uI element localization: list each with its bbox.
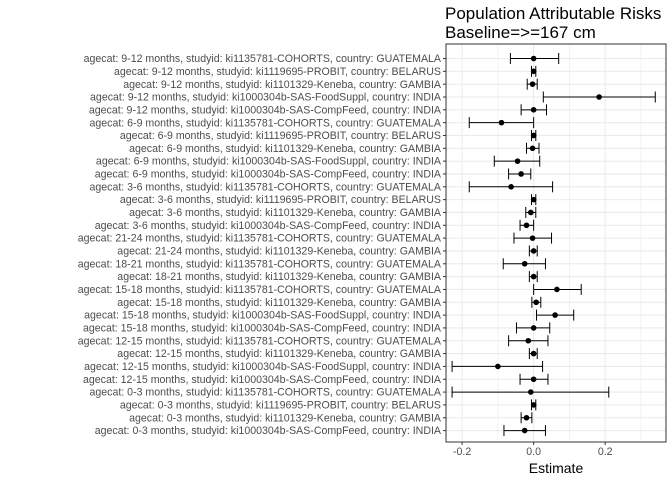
category-label: agecat: 9-12 months, studyid: ki1135781-… — [84, 53, 442, 65]
estimate-point — [523, 414, 530, 421]
panel-border — [445, 43, 667, 443]
grid-layer — [446, 44, 666, 442]
estimate-point — [530, 68, 537, 75]
estimate-point — [508, 184, 514, 190]
estimate-point — [521, 260, 528, 267]
estimate-point — [529, 235, 536, 241]
category-label: agecat: 18-21 months, studyid: ki1135781… — [78, 258, 442, 270]
x-tick-label: 0.0 — [526, 446, 541, 458]
x-tick-label: 0.2 — [598, 446, 613, 458]
category-label: agecat: 3-6 months, studyid: ki1135781-C… — [89, 181, 441, 193]
category-label: agecat: 6-9 months, studyid: ki1119695-P… — [120, 130, 441, 142]
category-label: agecat: 0-3 months, studyid: ki1135781-C… — [89, 387, 441, 399]
category-label: agecat: 12-15 months, studyid: ki1000304… — [83, 374, 442, 386]
category-label: agecat: 15-18 months, studyid: ki1000304… — [84, 310, 442, 322]
category-label: agecat: 9-12 months, studyid: ki1101329-… — [123, 79, 442, 91]
estimate-point — [518, 171, 524, 177]
estimate-point — [498, 119, 505, 126]
category-label: agecat: 9-12 months, studyid: ki1119695-… — [114, 66, 441, 78]
estimate-point — [530, 107, 537, 113]
category-labels: agecat: 9-12 months, studyid: ki1135781-… — [78, 53, 442, 437]
estimate-point — [514, 158, 521, 164]
category-label: agecat: 6-9 months, studyid: ki1101329-K… — [129, 143, 442, 155]
category-label: agecat: 0-3 months, studyid: ki1101329-K… — [129, 412, 442, 424]
estimate-point — [552, 312, 558, 318]
estimate-point — [530, 350, 537, 357]
estimate-point — [529, 145, 536, 152]
estimate-point — [530, 273, 537, 280]
estimate-marks — [451, 53, 656, 437]
estimate-point — [530, 248, 537, 254]
category-label: agecat: 12-15 months, studyid: ki1000304… — [84, 361, 442, 373]
estimate-point — [530, 55, 537, 62]
category-label: agecat: 21-24 months, studyid: ki1101329… — [117, 246, 442, 258]
x-axis: -0.2 0.0 0.2 — [443, 58, 613, 458]
estimate-point — [521, 427, 528, 434]
estimate-point — [529, 81, 536, 87]
category-label: agecat: 18-21 months, studyid: ki1101329… — [117, 271, 442, 283]
category-label: agecat: 9-12 months, studyid: ki1000304b… — [89, 104, 442, 116]
estimate-point — [530, 376, 537, 383]
category-label: agecat: 0-3 months, studyid: ki1000304b-… — [95, 425, 442, 437]
category-label: agecat: 6-9 months, studyid: ki1000304b-… — [96, 156, 442, 168]
estimate-point — [530, 402, 537, 408]
category-label: agecat: 3-6 months, studyid: ki1000304b-… — [95, 220, 442, 232]
estimate-point — [527, 389, 534, 395]
x-axis-title: Estimate — [529, 460, 584, 476]
category-label: agecat: 3-6 months, studyid: ki1119695-P… — [120, 194, 441, 206]
category-label: agecat: 15-18 months, studyid: ki1135781… — [78, 284, 442, 296]
category-label: agecat: 6-9 months, studyid: ki1135781-C… — [89, 117, 441, 129]
estimate-point — [530, 196, 537, 203]
category-label: agecat: 12-15 months, studyid: ki1101329… — [117, 348, 442, 360]
estimate-point — [596, 94, 602, 100]
estimate-point — [533, 299, 539, 306]
category-label: agecat: 21-24 months, studyid: ki1135781… — [78, 233, 442, 245]
estimate-point — [554, 286, 560, 293]
chart-title: Population Attributable Risks Baseline=>… — [445, 4, 662, 42]
category-label: agecat: 12-15 months, studyid: ki1135781… — [78, 335, 442, 347]
x-tick-label: -0.2 — [453, 446, 471, 458]
category-label: agecat: 9-12 months, studyid: ki1000304b… — [90, 92, 442, 104]
estimate-point — [523, 222, 530, 229]
category-label: agecat: 6-9 months, studyid: ki1000304b-… — [95, 169, 442, 181]
estimate-point — [530, 132, 537, 139]
category-label: agecat: 3-6 months, studyid: ki1101329-K… — [129, 207, 442, 219]
category-label: agecat: 0-3 months, studyid: ki1119695-P… — [120, 400, 441, 412]
estimate-point — [530, 325, 537, 331]
category-label: agecat: 15-18 months, studyid: ki1000304… — [83, 323, 442, 335]
estimate-point — [525, 337, 532, 344]
estimate-point — [495, 363, 501, 370]
category-label: agecat: 15-18 months, studyid: ki1101329… — [117, 297, 442, 309]
estimate-point — [527, 209, 534, 216]
